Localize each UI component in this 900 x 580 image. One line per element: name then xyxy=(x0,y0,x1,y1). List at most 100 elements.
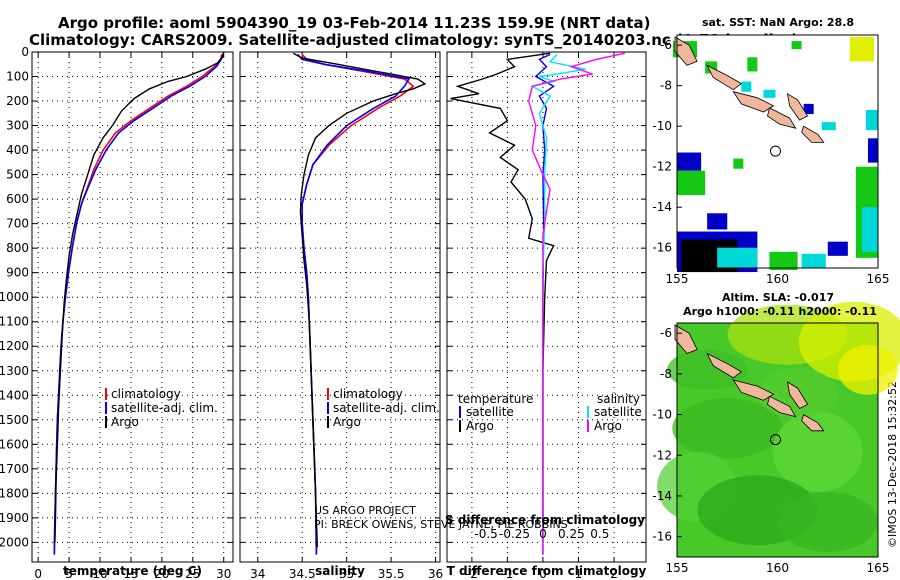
map-y-tick-label: -16 xyxy=(652,241,672,255)
map-x-tick-label: 165 xyxy=(867,272,890,286)
x-tick-label: 20 xyxy=(154,567,169,580)
sst-data-cell xyxy=(801,253,826,268)
x-tick-label: 34.5 xyxy=(289,567,316,580)
x-tick-label: 0 xyxy=(539,567,547,580)
legend-label: climatology xyxy=(333,387,403,401)
x-tick-label: 0 xyxy=(34,567,42,580)
island-landmass xyxy=(801,125,825,143)
secondary-tick-label: -0.25 xyxy=(499,527,530,541)
y-tick-label: 2000 xyxy=(0,535,29,549)
series-line-climatology xyxy=(53,54,223,555)
sst-data-cell xyxy=(747,57,758,72)
island-landmass xyxy=(786,93,809,121)
x-tick-label: 35 xyxy=(339,567,354,580)
sst-data-cell xyxy=(821,122,836,131)
sst-data-cell xyxy=(769,251,798,271)
map-x-tick-label: 160 xyxy=(766,561,789,575)
profile-location-marker xyxy=(769,434,781,446)
x-tick-label: 35.5 xyxy=(378,567,405,580)
island-landmass xyxy=(674,324,698,354)
map-y-tick-label: -14 xyxy=(652,489,672,503)
sst-data-cell xyxy=(677,170,706,196)
map-y-tick-label: -12 xyxy=(652,448,672,462)
sla-anomaly-blob xyxy=(837,344,898,395)
legend-label: satellite xyxy=(594,405,642,419)
sla-anomaly-blob xyxy=(667,349,748,390)
y-tick-label: 1700 xyxy=(0,462,29,476)
x-tick-label: -2 xyxy=(466,567,478,580)
x-tick-label: 34 xyxy=(250,567,265,580)
y-tick-label: 900 xyxy=(6,266,29,280)
title-line-1: Argo profile: aoml 5904390_19 03-Feb-201… xyxy=(58,14,651,32)
x-tick-label: -1 xyxy=(501,567,513,580)
y-tick-label: 1000 xyxy=(0,290,29,304)
series-line-s-argo xyxy=(527,52,625,555)
map-x-tick-label: 160 xyxy=(766,272,789,286)
x-axis-label: temperature (deg C) xyxy=(63,564,202,578)
x-axis-label: salinity xyxy=(315,564,365,578)
sst-data-cell xyxy=(741,81,752,92)
x-tick-label: 2 xyxy=(610,567,618,580)
island-landmass xyxy=(767,395,797,418)
sst-data-cell xyxy=(827,241,848,256)
sst-map-group xyxy=(672,35,878,273)
island-landmass xyxy=(706,64,743,91)
sst-data-cell xyxy=(865,109,878,131)
legend-label: Argo xyxy=(466,419,494,433)
y-tick-label: 700 xyxy=(6,217,29,231)
series-line-climatology xyxy=(301,53,415,555)
series-line-satellite-adj-clim- xyxy=(53,54,224,555)
x-tick-label: 25 xyxy=(185,567,200,580)
x-tick-label: 36 xyxy=(428,567,443,580)
y-tick-label: 600 xyxy=(6,192,29,206)
map-y-tick-label: -8 xyxy=(660,367,672,381)
legend-label: satellite-adj. clim. xyxy=(333,401,440,415)
sla-map-group xyxy=(657,301,900,557)
sla-map-title: Altim. SLA: -0.017 xyxy=(722,291,834,304)
island-landmass xyxy=(801,414,825,432)
map-x-tick-label: 155 xyxy=(666,561,689,575)
series-line-t-argo xyxy=(450,52,555,543)
island-landmass xyxy=(732,91,775,113)
island-landmass xyxy=(767,107,797,129)
y-tick-label: 1900 xyxy=(0,511,29,525)
y-tick-label: 1800 xyxy=(0,486,29,500)
map-x-tick-label: 165 xyxy=(867,561,890,575)
y-tick-label: 0 xyxy=(21,45,29,59)
x-tick-label: 10 xyxy=(92,567,107,580)
panel-frame xyxy=(31,51,234,563)
series-line-argo xyxy=(292,52,427,548)
sla-anomaly-blob xyxy=(777,491,878,552)
secondary-tick-label: 0.5 xyxy=(590,527,609,541)
sst-data-cell xyxy=(849,37,874,62)
map-y-tick-label: -6 xyxy=(660,326,672,340)
legend-label: Argo xyxy=(333,415,361,429)
sst-data-cell xyxy=(791,41,802,50)
island-landmass xyxy=(674,36,698,66)
legend-label: satellite-adj. clim. xyxy=(111,401,218,415)
series-line-argo xyxy=(54,53,224,543)
sla-anomaly-blob xyxy=(672,398,783,459)
map-y-tick-label: -10 xyxy=(652,119,672,133)
y-tick-label: 1400 xyxy=(0,388,29,402)
map-y-tick-label: -6 xyxy=(660,38,672,52)
map-x-tick-label: 155 xyxy=(666,272,689,286)
secondary-tick-label: -0.5 xyxy=(474,527,497,541)
map-frame xyxy=(676,34,879,269)
secondary-axis-label: S difference from climatology xyxy=(445,513,645,527)
y-tick-label: 800 xyxy=(6,241,29,255)
sst-data-cell xyxy=(733,158,744,169)
sst-data-cell xyxy=(763,89,776,98)
map-y-tick-label: -14 xyxy=(652,200,672,214)
sla-map-subtitle: Argo h1000: -0.11 h2000: -0.11 xyxy=(683,305,877,318)
map-y-tick-label: -10 xyxy=(652,408,672,422)
y-tick-label: 400 xyxy=(6,143,29,157)
y-tick-label: 1100 xyxy=(0,315,29,329)
project-label: US ARGO PROJECT xyxy=(314,504,416,517)
legend-title: salinity xyxy=(597,392,640,406)
sla-anomaly-blob xyxy=(772,411,863,492)
island-landmass xyxy=(706,352,743,379)
y-tick-label: 1500 xyxy=(0,413,29,427)
legend-title: temperature xyxy=(458,392,533,406)
